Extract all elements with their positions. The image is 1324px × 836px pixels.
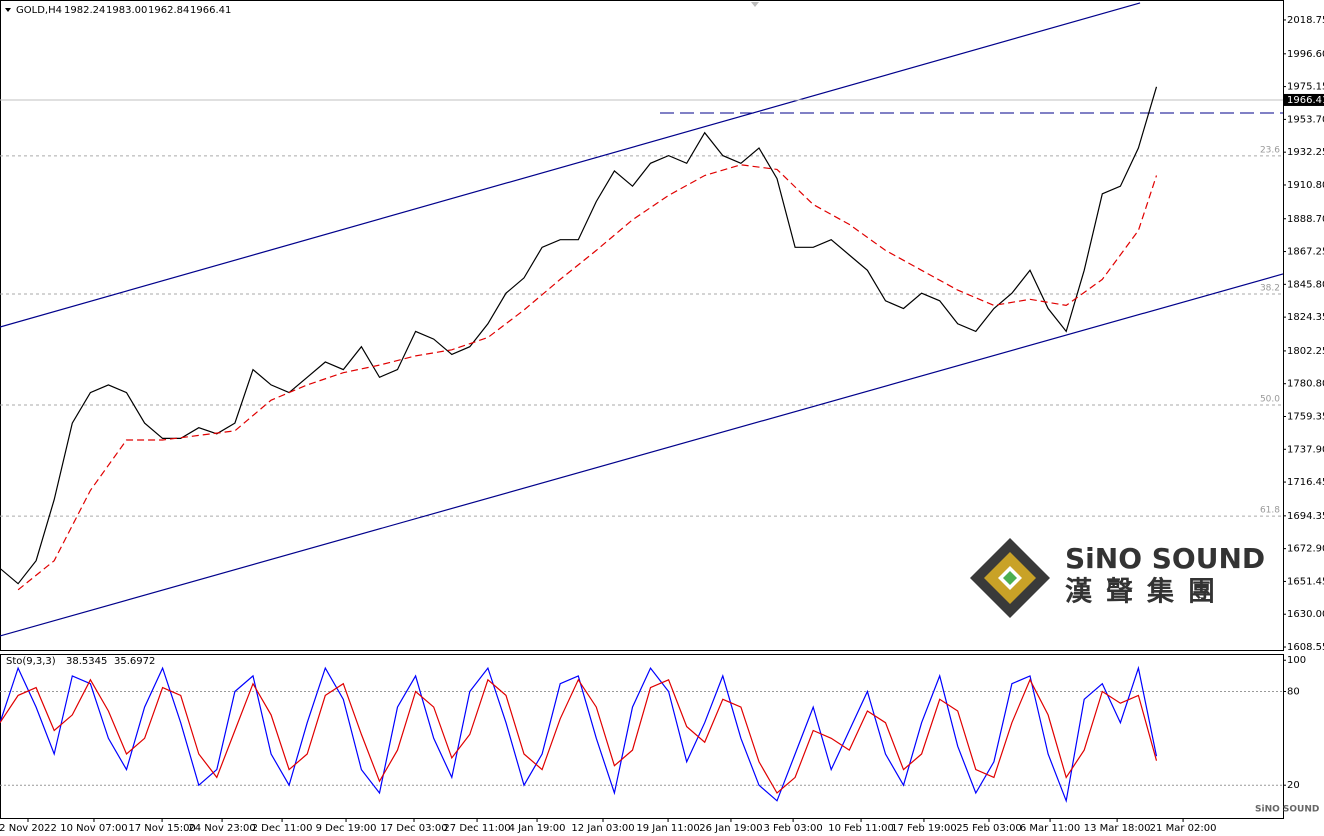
y-tick-label: 1802.25 xyxy=(1287,346,1324,357)
y-tick-label: 1716.45 xyxy=(1287,477,1324,488)
x-tick-label: 2 Nov 2022 xyxy=(0,823,57,834)
x-tick-label: 19 Jan 11:00 xyxy=(636,823,699,834)
y-tick-label: 1953.70 xyxy=(1287,114,1324,125)
low-price: 1962.84 xyxy=(148,5,189,16)
channel-line xyxy=(0,2,1141,328)
x-tick-label: 3 Feb 03:00 xyxy=(763,823,822,834)
symbol-menu-arrow[interactable] xyxy=(5,8,11,12)
x-tick-label: 12 Jan 03:00 xyxy=(571,823,634,834)
moving-average xyxy=(17,164,1158,591)
fib-label: 50.0 xyxy=(1260,394,1280,404)
x-tick-label: 17 Dec 03:00 xyxy=(380,823,447,834)
y-tick-label: 1737.90 xyxy=(1287,444,1324,455)
high-price: 1983.00 xyxy=(106,5,147,16)
y-tick-label: 20 xyxy=(1287,780,1300,791)
x-tick-label: 9 Dec 19:00 xyxy=(316,823,377,834)
logo: SiNO SOUND 漢聲集團 SiNO SOUND xyxy=(970,538,1319,815)
y-tick-label: 1845.80 xyxy=(1287,279,1324,290)
logo-diamond-center xyxy=(1003,571,1017,585)
y-tick-label: 1910.80 xyxy=(1287,180,1324,191)
x-tick-label: 6 Mar 11:00 xyxy=(1020,823,1080,834)
x-tick-label: 2 Dec 11:00 xyxy=(252,823,313,834)
y-tick-label: 1651.45 xyxy=(1287,576,1324,587)
x-tick-label: 17 Nov 15:00 xyxy=(128,823,195,834)
x-tick-label: 26 Jan 19:00 xyxy=(699,823,762,834)
current-price-box xyxy=(1284,93,1324,106)
y-tick-label: 1672.90 xyxy=(1287,544,1324,555)
open-price: 1982.24 xyxy=(64,5,105,16)
current-price-label: 1966.41 xyxy=(1287,95,1324,106)
y-tick-label: 1888.70 xyxy=(1287,214,1324,225)
logo-chinese: 漢聲集團 xyxy=(1065,576,1229,608)
y-tick-label: 1824.35 xyxy=(1287,312,1324,323)
close-price: 1966.41 xyxy=(190,5,231,16)
x-tick-label: 27 Dec 11:00 xyxy=(443,823,510,834)
y-tick-label: 1932.25 xyxy=(1287,147,1324,158)
x-tick-label: 24 Nov 23:00 xyxy=(188,823,255,834)
fib-label: 38.2 xyxy=(1260,283,1280,293)
y-tick-label: 1975.15 xyxy=(1287,82,1324,93)
x-tick-label: 13 Mar 18:00 xyxy=(1084,823,1151,834)
y-tick-label: 1867.25 xyxy=(1287,247,1324,258)
x-tick-label: 4 Jan 19:00 xyxy=(509,823,566,834)
logo-name: SiNO SOUND xyxy=(1065,542,1265,575)
fib-label: 61.8 xyxy=(1260,506,1280,516)
x-tick-label: 10 Feb 11:00 xyxy=(828,823,894,834)
shift-marker xyxy=(751,2,759,7)
symbol-header: GOLD,H4 1982.24 1983.00 1962.84 1966.41 xyxy=(16,5,231,16)
y-tick-label: 80 xyxy=(1287,686,1300,697)
symbol: GOLD,H4 xyxy=(16,5,62,16)
y-tick-label: 1780.80 xyxy=(1287,379,1324,390)
y-tick-label: 1759.35 xyxy=(1287,411,1324,422)
stochastic-panel-frame xyxy=(0,654,1284,819)
y-tick-label: 1694.35 xyxy=(1287,511,1324,522)
logo-small: SiNO SOUND xyxy=(1255,805,1319,815)
stoch-main-value: 38.5345 xyxy=(66,656,107,667)
fib-label: 23.6 xyxy=(1260,145,1280,155)
stoch-signal xyxy=(0,678,1158,794)
x-tick-label: 21 Mar 02:00 xyxy=(1150,823,1217,834)
x-tick-label: 25 Feb 03:00 xyxy=(956,823,1022,834)
x-tick-label: 17 Feb 19:00 xyxy=(891,823,957,834)
y-tick-label: 1608.55 xyxy=(1287,642,1324,653)
stoch-signal-value: 35.6972 xyxy=(114,656,155,667)
y-tick-label: 2018.75 xyxy=(1287,15,1324,26)
price-line xyxy=(0,86,1158,585)
indicator-title: Sto(9,3,3) xyxy=(6,656,56,667)
y-tick-label: 1630.00 xyxy=(1287,609,1324,620)
x-tick-label: 10 Nov 07:00 xyxy=(60,823,127,834)
stoch-main xyxy=(0,665,1158,804)
price-panel-frame xyxy=(0,0,1284,651)
channel-line xyxy=(0,273,1284,637)
y-tick-label: 100 xyxy=(1287,655,1306,666)
y-tick-label: 1996.60 xyxy=(1287,49,1324,60)
